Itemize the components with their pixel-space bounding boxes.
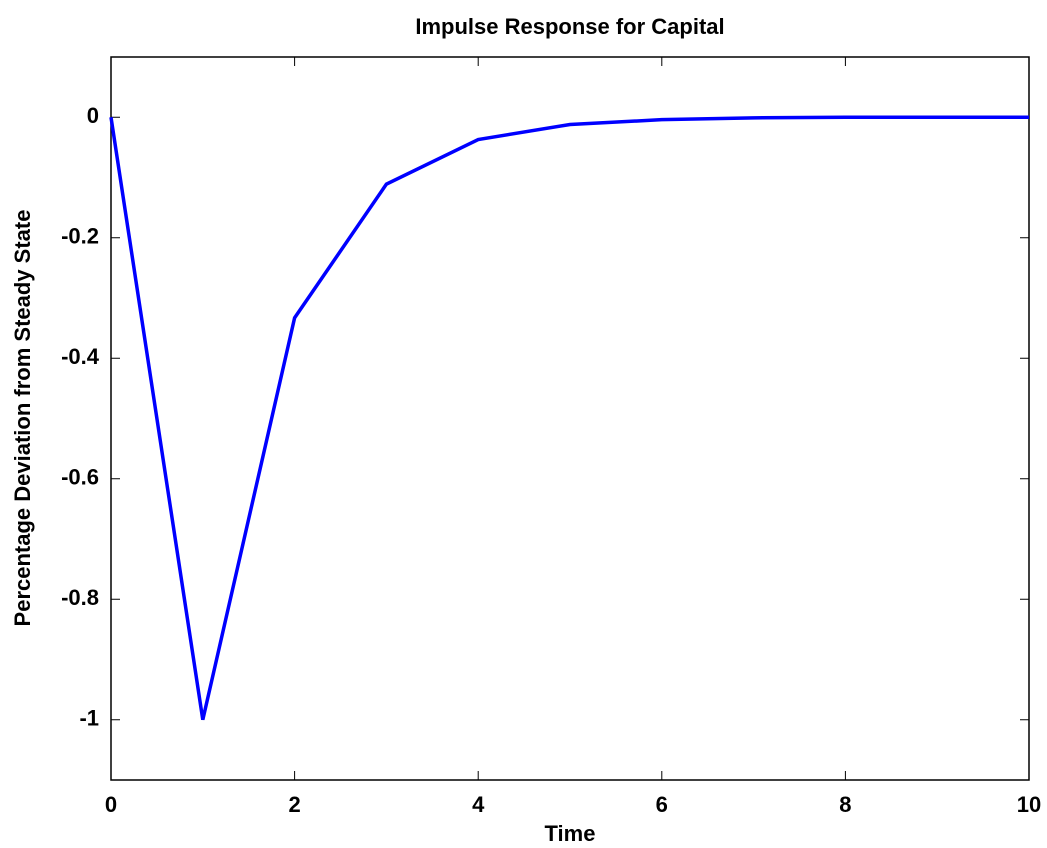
- y-tick-label: -0.8: [61, 585, 99, 610]
- x-tick-label: 4: [472, 792, 485, 817]
- y-tick-label: -0.6: [61, 465, 99, 490]
- y-tick-label: -1: [79, 706, 99, 731]
- chart-title: Impulse Response for Capital: [415, 14, 724, 39]
- x-tick-label: 6: [656, 792, 668, 817]
- x-tick-label: 10: [1017, 792, 1041, 817]
- x-tick-label: 8: [839, 792, 851, 817]
- y-axis-label: Percentage Deviation from Steady State: [10, 210, 35, 627]
- line-series: [109, 115, 1029, 721]
- x-axis-label: Time: [545, 821, 596, 846]
- y-tick-label: -0.4: [61, 344, 100, 369]
- plot-frame: [110, 56, 1030, 781]
- y-tick-label: -0.2: [61, 224, 99, 249]
- x-tick-label: 0: [105, 792, 117, 817]
- y-tick-label: 0: [87, 103, 99, 128]
- x-tick-label: 2: [288, 792, 300, 817]
